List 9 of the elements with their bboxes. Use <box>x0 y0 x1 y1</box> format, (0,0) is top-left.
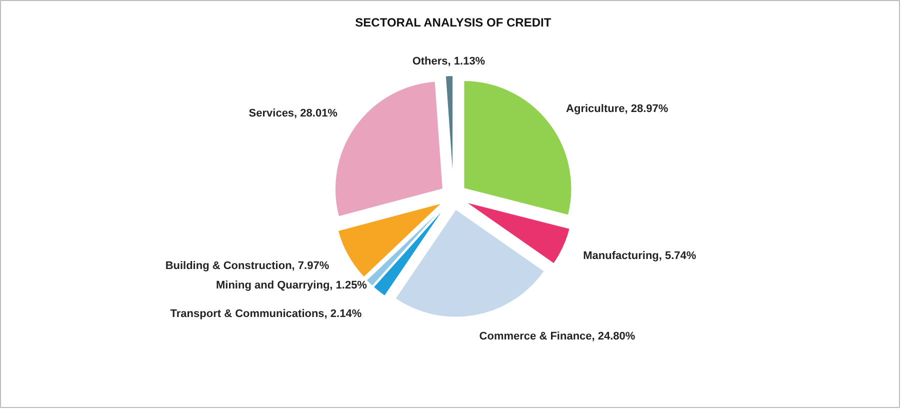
slice-label: Commerce & Finance, 24.80% <box>479 330 636 343</box>
slice-label: Transport & Communications, 2.14% <box>170 308 362 320</box>
slice-label: Mining and Quarrying, 1.25% <box>216 280 368 292</box>
chart-title: SECTORAL ANALYSIS OF CREDIT <box>355 16 552 30</box>
slice-label: Others, 1.13% <box>412 56 486 68</box>
slice-label: Manufacturing, 5.74% <box>583 250 696 262</box>
slice-label: Services, 28.01% <box>248 108 338 120</box>
slice-label: Agriculture, 28.97% <box>566 103 668 116</box>
slice-label: Building & Construction, 7.97% <box>165 260 330 272</box>
